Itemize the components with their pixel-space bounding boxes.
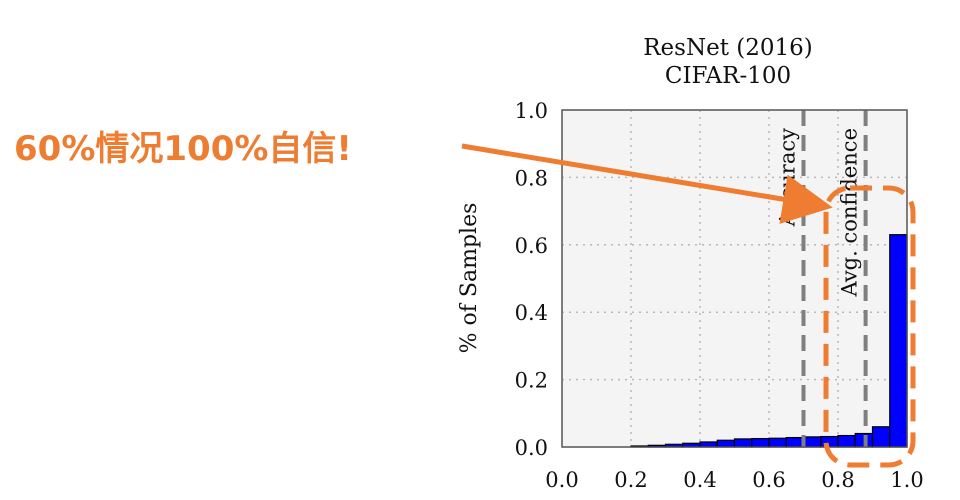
callout-highlight-box bbox=[823, 185, 916, 468]
x-tick-label-3: 0.6 bbox=[752, 468, 785, 492]
x-tick-label-1: 0.2 bbox=[614, 468, 647, 492]
histogram-bar-10 bbox=[733, 438, 753, 448]
x-tick-label-5: 1.0 bbox=[890, 468, 923, 492]
y-tick-label-3: 0.6 bbox=[515, 234, 548, 258]
histogram-bar-13 bbox=[785, 436, 805, 448]
histogram-bar-15 bbox=[820, 435, 839, 448]
x-tick-label-4: 0.8 bbox=[821, 468, 854, 492]
y-axis-label: % of Samples bbox=[457, 203, 482, 354]
callout-arrow bbox=[461, 143, 833, 224]
y-tick-label-1: 0.2 bbox=[515, 369, 548, 393]
histogram-bar-8 bbox=[699, 441, 718, 448]
y-tick-label-0: 0.0 bbox=[515, 436, 548, 460]
x-axis-ticks: 0.0 0.2 0.4 0.6 0.8 1.0 bbox=[545, 468, 923, 492]
callout-text: 60%情况100%自信! bbox=[14, 129, 352, 169]
y-axis-ticks: 0.0 0.2 0.4 0.6 0.8 1.0 bbox=[515, 99, 548, 460]
histogram-bar-19 bbox=[889, 234, 908, 448]
chart-title-line-2: CIFAR-100 bbox=[665, 63, 791, 89]
reference-line-label-1: Avg. confidence bbox=[838, 128, 862, 298]
histogram-bar-12 bbox=[768, 437, 787, 448]
plot-frame bbox=[561, 109, 908, 448]
plot-background bbox=[561, 109, 908, 448]
histogram-bar-9 bbox=[716, 439, 736, 448]
y-tick-label-2: 0.4 bbox=[515, 301, 548, 325]
histogram-bar-14 bbox=[802, 436, 822, 448]
x-tick-label-2: 0.4 bbox=[683, 468, 716, 492]
x-tick-label-0: 0.0 bbox=[545, 468, 578, 492]
histogram-bar-16 bbox=[837, 434, 856, 448]
y-tick-label-4: 0.8 bbox=[515, 166, 548, 190]
histogram-bar-11 bbox=[751, 437, 770, 448]
grid-lines bbox=[562, 110, 907, 447]
histogram-bar-18 bbox=[871, 426, 891, 448]
chart-title-line-1: ResNet (2016) bbox=[643, 35, 813, 61]
reference-line-label-0: Accuracy bbox=[776, 128, 800, 228]
y-tick-label-5: 1.0 bbox=[515, 99, 548, 123]
